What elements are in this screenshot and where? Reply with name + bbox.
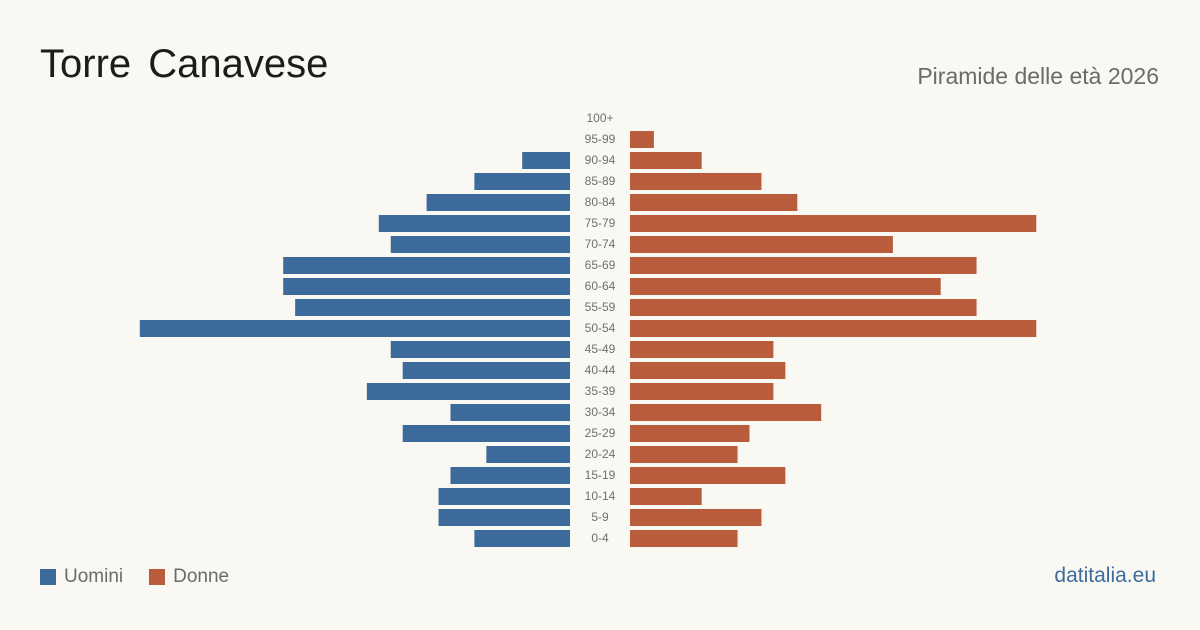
bar-male-70-74 — [390, 236, 570, 253]
age-label-80-84: 80-84 — [585, 195, 616, 209]
age-label-55-59: 55-59 — [585, 300, 616, 314]
age-label-25-29: 25-29 — [585, 426, 616, 440]
bar-female-25-29 — [630, 425, 750, 442]
bar-female-0-4 — [630, 530, 738, 547]
legend: Uomini Donne — [40, 566, 255, 588]
bar-female-15-19 — [630, 467, 786, 484]
age-label-85-89: 85-89 — [585, 174, 616, 188]
age-label-30-34: 30-34 — [585, 405, 616, 419]
bar-female-60-64 — [630, 278, 941, 295]
age-label-60-64: 60-64 — [585, 279, 616, 293]
bar-male-45-49 — [390, 341, 570, 358]
bar-male-0-4 — [474, 530, 570, 547]
chart-title: Torre Canavese — [40, 42, 329, 86]
bar-male-85-89 — [474, 173, 570, 190]
bar-female-45-49 — [630, 341, 774, 358]
bar-female-55-59 — [630, 299, 977, 316]
bar-male-55-59 — [295, 299, 570, 316]
age-label-65-69: 65-69 — [585, 258, 616, 272]
age-label-5-9: 5-9 — [591, 510, 609, 524]
legend-item-male: Uomini — [40, 566, 123, 588]
bar-female-95-99 — [630, 131, 654, 148]
bar-male-20-24 — [486, 446, 570, 463]
bar-female-90-94 — [630, 152, 702, 169]
legend-label-male: Uomini — [64, 566, 124, 587]
age-label-50-54: 50-54 — [585, 321, 616, 335]
legend-swatch-female — [149, 569, 166, 585]
bar-female-20-24 — [630, 446, 738, 463]
legend-label-female: Donne — [173, 566, 230, 587]
bar-male-10-14 — [438, 488, 570, 505]
age-label-95-99: 95-99 — [585, 132, 616, 146]
bar-male-65-69 — [283, 257, 570, 274]
bar-female-50-54 — [630, 320, 1037, 337]
chart-subtitle: Piramide delle età 2026 — [917, 63, 1159, 89]
bar-male-25-29 — [402, 425, 570, 442]
age-label-90-94: 90-94 — [585, 153, 616, 167]
age-label-40-44: 40-44 — [585, 363, 616, 377]
bar-female-80-84 — [630, 194, 798, 211]
bar-male-75-79 — [378, 215, 570, 232]
age-label-20-24: 20-24 — [585, 447, 616, 461]
source-link[interactable]: datitalia.eu — [1054, 564, 1156, 587]
bar-female-10-14 — [630, 488, 702, 505]
bar-male-60-64 — [283, 278, 570, 295]
age-label-100plus: 100+ — [586, 111, 613, 125]
bar-female-35-39 — [630, 383, 774, 400]
bar-male-35-39 — [366, 383, 570, 400]
bar-female-75-79 — [630, 215, 1037, 232]
bar-male-80-84 — [426, 194, 570, 211]
age-label-0-4: 0-4 — [591, 531, 609, 545]
bar-female-30-34 — [630, 404, 822, 421]
bar-female-65-69 — [630, 257, 977, 274]
bar-female-5-9 — [630, 509, 762, 526]
age-label-35-39: 35-39 — [585, 384, 616, 398]
bar-male-15-19 — [450, 467, 570, 484]
bar-male-30-34 — [450, 404, 570, 421]
bar-female-40-44 — [630, 362, 786, 379]
age-label-70-74: 70-74 — [585, 237, 616, 251]
bar-male-50-54 — [139, 320, 571, 337]
age-label-15-19: 15-19 — [585, 468, 616, 482]
age-label-75-79: 75-79 — [585, 216, 616, 230]
bar-male-40-44 — [402, 362, 570, 379]
bar-male-5-9 — [438, 509, 570, 526]
bar-female-85-89 — [630, 173, 762, 190]
legend-item-female: Donne — [149, 566, 229, 588]
bar-female-70-74 — [630, 236, 893, 253]
bar-male-90-94 — [522, 152, 570, 169]
age-label-10-14: 10-14 — [585, 489, 616, 503]
legend-swatch-male — [40, 569, 56, 585]
age-label-45-49: 45-49 — [585, 342, 616, 356]
